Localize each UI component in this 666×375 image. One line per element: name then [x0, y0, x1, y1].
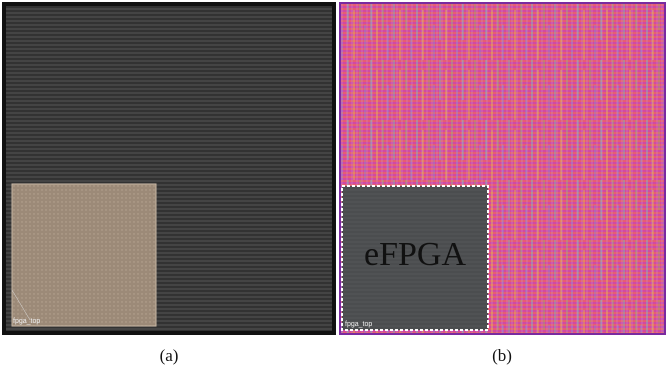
panel-b: eFPGA fpga_top: [339, 2, 666, 335]
figure: fpga_top eFPGA fpga_top (a) (b): [0, 0, 666, 375]
block-label: fpga_top: [13, 318, 40, 325]
page: fpga_top eFPGA fpga_top (a) (b) (() => {…: [0, 0, 666, 375]
caption: (a): [160, 346, 179, 365]
block-label: fpga_top: [345, 321, 372, 328]
panel-a: fpga_top: [2, 2, 336, 335]
caption: (b): [492, 346, 512, 365]
overlay-label: eFPGA: [364, 236, 466, 273]
fpga-block: [12, 184, 156, 326]
